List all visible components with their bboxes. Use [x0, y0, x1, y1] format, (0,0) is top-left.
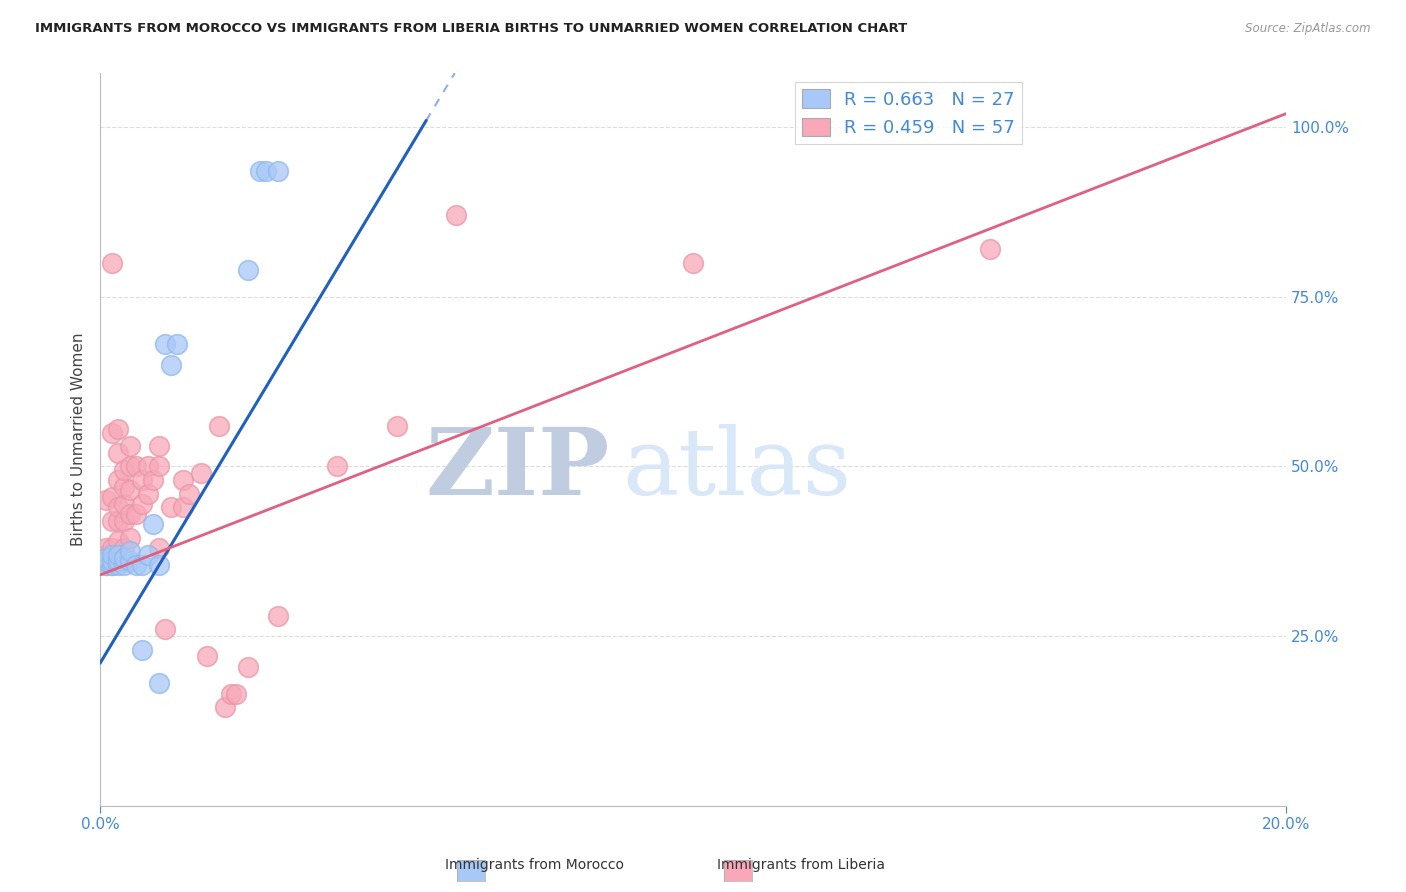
Point: [249, 164, 271, 178]
Point: [177, 486, 200, 500]
Text: Immigrants from Morocco: Immigrants from Morocco: [444, 858, 624, 872]
Point: [125, 459, 148, 474]
Point: [238, 262, 260, 277]
Point: [238, 659, 260, 673]
Point: [94, 558, 117, 572]
Point: [112, 480, 135, 494]
Point: [94, 554, 117, 568]
Point: [94, 541, 117, 555]
Point: [385, 418, 408, 433]
Point: [112, 541, 135, 555]
Point: [118, 554, 141, 568]
Point: [101, 548, 124, 562]
Point: [267, 608, 290, 623]
Point: [190, 466, 212, 480]
Point: [101, 554, 124, 568]
Point: [148, 439, 170, 453]
Point: [101, 490, 124, 504]
Point: [160, 358, 183, 372]
Point: [94, 493, 117, 508]
Point: [136, 486, 159, 500]
Point: [101, 514, 124, 528]
Point: [101, 558, 124, 572]
Point: [136, 548, 159, 562]
Point: [94, 551, 117, 566]
Point: [267, 164, 290, 178]
Point: [112, 463, 135, 477]
Point: [101, 558, 124, 572]
Point: [118, 439, 141, 453]
Point: [172, 500, 194, 515]
Point: [148, 676, 170, 690]
Point: [131, 497, 153, 511]
Point: [101, 541, 124, 555]
Point: [112, 554, 135, 568]
Text: atlas: atlas: [621, 424, 851, 514]
Text: Source: ZipAtlas.com: Source: ZipAtlas.com: [1246, 22, 1371, 36]
Point: [107, 446, 129, 460]
Point: [107, 473, 129, 487]
Point: [155, 337, 177, 351]
Point: [148, 558, 170, 572]
Point: [155, 622, 177, 636]
Point: [107, 558, 129, 572]
Point: [101, 256, 124, 270]
Point: [131, 642, 153, 657]
Point: [979, 243, 1001, 257]
Text: Immigrants from Liberia: Immigrants from Liberia: [717, 858, 886, 872]
Point: [148, 459, 170, 474]
Point: [682, 256, 704, 270]
Point: [136, 459, 159, 474]
Point: [125, 507, 148, 521]
Point: [107, 548, 129, 562]
Point: [101, 425, 124, 440]
Point: [107, 534, 129, 549]
Point: [118, 531, 141, 545]
Legend: R = 0.663   N = 27, R = 0.459   N = 57: R = 0.663 N = 27, R = 0.459 N = 57: [796, 82, 1022, 145]
Point: [94, 548, 117, 562]
Point: [112, 558, 135, 572]
Text: IMMIGRANTS FROM MOROCCO VS IMMIGRANTS FROM LIBERIA BIRTHS TO UNMARRIED WOMEN COR: IMMIGRANTS FROM MOROCCO VS IMMIGRANTS FR…: [35, 22, 907, 36]
Point: [444, 209, 467, 223]
Point: [208, 418, 231, 433]
Point: [195, 649, 218, 664]
Point: [142, 517, 165, 532]
Point: [160, 500, 183, 515]
Point: [225, 687, 247, 701]
Point: [219, 687, 242, 701]
Point: [94, 558, 117, 572]
Point: [172, 473, 194, 487]
Point: [107, 514, 129, 528]
Point: [148, 541, 170, 555]
Point: [214, 700, 236, 714]
Point: [131, 473, 153, 487]
Point: [118, 507, 141, 521]
Point: [125, 558, 148, 572]
Point: [254, 164, 277, 178]
Point: [142, 473, 165, 487]
Point: [326, 459, 349, 474]
Text: ZIP: ZIP: [426, 424, 610, 514]
Point: [131, 558, 153, 572]
Point: [107, 500, 129, 515]
Point: [107, 554, 129, 568]
Point: [118, 544, 141, 558]
Point: [118, 459, 141, 474]
Point: [107, 548, 129, 562]
Point: [112, 514, 135, 528]
Y-axis label: Births to Unmarried Women: Births to Unmarried Women: [72, 333, 86, 546]
Point: [118, 483, 141, 498]
Point: [112, 497, 135, 511]
Point: [107, 422, 129, 436]
Point: [101, 551, 124, 566]
Point: [166, 337, 188, 351]
Point: [112, 551, 135, 566]
